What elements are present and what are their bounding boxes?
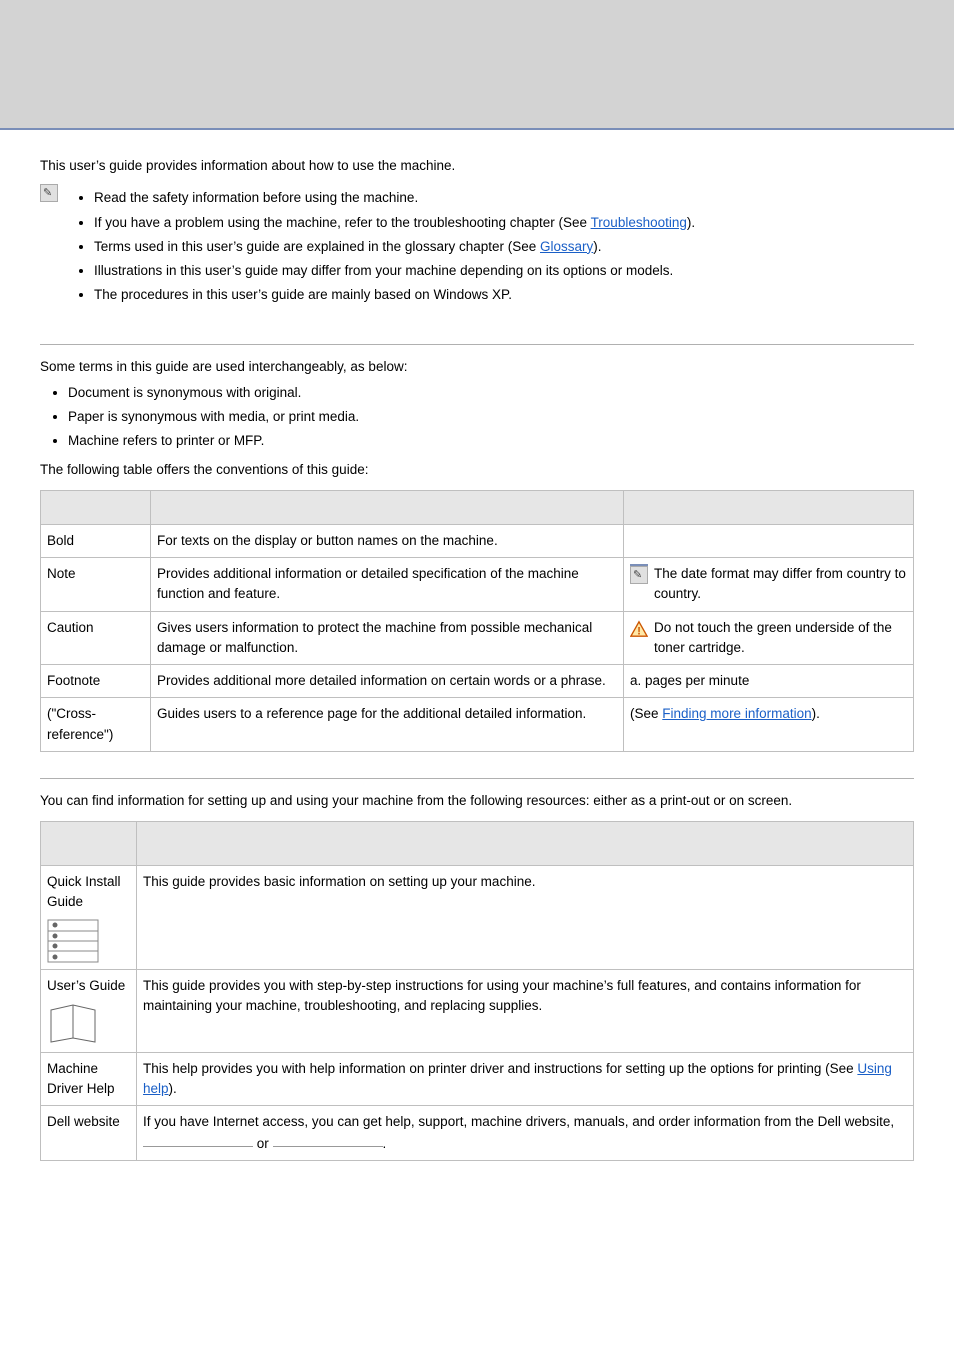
convention-desc: Guides users to a reference page for the… [151, 698, 624, 752]
resources-table: Quick Install Guide This guide provides … [40, 821, 914, 1161]
terms-intro: Some terms in this guide are used interc… [40, 357, 914, 377]
table-row: Bold For texts on the display or button … [41, 524, 914, 557]
convention-example [624, 524, 914, 557]
resource-name: Machine Driver Help [41, 1052, 137, 1106]
table-header-cell [41, 822, 137, 866]
finding-more-link[interactable]: Finding more information [662, 706, 811, 721]
convention-name: Caution [41, 611, 151, 665]
section-divider [40, 778, 914, 779]
convention-name: Note [41, 558, 151, 612]
resource-desc: This help provides you with help informa… [137, 1052, 914, 1106]
notes-list: Read the safety information before using… [66, 184, 695, 309]
convention-example: The date format may differ from country … [624, 558, 914, 612]
table-header-cell [151, 490, 624, 524]
dell-website-link-2[interactable] [273, 1135, 383, 1150]
users-guide-thumb-icon [47, 1002, 99, 1046]
caution-icon: ! [630, 620, 648, 638]
convention-name: Bold [41, 524, 151, 557]
terms-list: Document is synonymous with original. Pa… [40, 383, 914, 452]
resource-desc: If you have Internet access, you can get… [137, 1106, 914, 1160]
convention-desc: For texts on the display or button names… [151, 524, 624, 557]
table-header-row [41, 490, 914, 524]
resource-name: User’s Guide [47, 978, 125, 993]
glossary-link[interactable]: Glossary [540, 239, 593, 254]
terms-item: Document is synonymous with original. [68, 383, 914, 403]
table-row: Dell website If you have Internet access… [41, 1106, 914, 1160]
note-icon [40, 184, 58, 202]
conventions-table: Bold For texts on the display or button … [40, 490, 914, 752]
note-icon [630, 566, 648, 584]
table-header-cell [41, 490, 151, 524]
resource-name-cell: Quick Install Guide [41, 866, 137, 970]
table-header-row [41, 822, 914, 866]
convention-name: Footnote [41, 665, 151, 698]
table-row: ("Cross-reference") Guides users to a re… [41, 698, 914, 752]
notes-item: Terms used in this user’s guide are expl… [94, 237, 695, 257]
table-header-cell [624, 490, 914, 524]
svg-text:!: ! [637, 625, 641, 637]
finding-intro: You can find information for setting up … [40, 791, 914, 811]
table-row: Note Provides additional information or … [41, 558, 914, 612]
notes-block: Read the safety information before using… [40, 182, 914, 317]
table-row: Caution Gives users information to prote… [41, 611, 914, 665]
table-row: Machine Driver Help This help provides y… [41, 1052, 914, 1106]
intro-text: This user’s guide provides information a… [40, 156, 914, 176]
notes-item: If you have a problem using the machine,… [94, 213, 695, 233]
resource-name: Dell website [41, 1106, 137, 1160]
notes-item: The procedures in this user’s guide are … [94, 285, 695, 305]
dell-website-link-1[interactable] [143, 1135, 253, 1150]
resource-desc: This guide provides basic information on… [137, 866, 914, 970]
resource-desc: This guide provides you with step-by-ste… [137, 969, 914, 1052]
notes-item: Read the safety information before using… [94, 188, 695, 208]
convention-example: ! Do not touch the green underside of th… [624, 611, 914, 665]
page-header-band [0, 0, 954, 130]
convention-desc: Provides additional more detailed inform… [151, 665, 624, 698]
terms-item: Machine refers to printer or MFP. [68, 431, 914, 451]
table-header-cell [137, 822, 914, 866]
terms-item: Paper is synonymous with media, or print… [68, 407, 914, 427]
table-row: Quick Install Guide This guide provides … [41, 866, 914, 970]
quick-install-thumb-icon [47, 919, 99, 963]
resource-name: Quick Install Guide [47, 874, 121, 909]
section-divider [40, 344, 914, 345]
resource-name-cell: User’s Guide [41, 969, 137, 1052]
convention-desc: Gives users information to protect the m… [151, 611, 624, 665]
convention-desc: Provides additional information or detai… [151, 558, 624, 612]
table-row: Footnote Provides additional more detail… [41, 665, 914, 698]
troubleshooting-link[interactable]: Troubleshooting [591, 215, 687, 230]
convention-name: ("Cross-reference") [41, 698, 151, 752]
page-content: This user’s guide provides information a… [0, 130, 954, 1181]
conventions-caption: The following table offers the conventio… [40, 460, 914, 480]
table-row: User’s Guide This guide provides you wit… [41, 969, 914, 1052]
convention-example: (See Finding more information). [624, 698, 914, 752]
notes-item: Illustrations in this user’s guide may d… [94, 261, 695, 281]
convention-example: a. pages per minute [624, 665, 914, 698]
